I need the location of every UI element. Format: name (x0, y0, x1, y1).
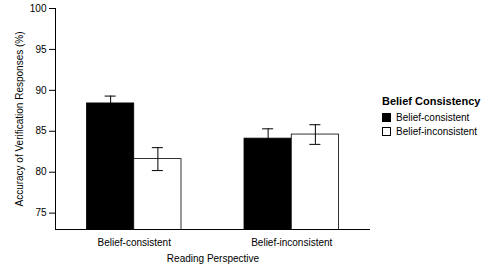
svg-text:75: 75 (35, 207, 47, 218)
html-text:Belief Consistency: Belief Consistency (382, 95, 481, 107)
svg-text:Belief-consistent: Belief-consistent (98, 237, 172, 248)
html-text:Belief-consistent: Belief-consistent (396, 112, 470, 123)
svg-text:Reading Perspective: Reading Perspective (167, 253, 260, 264)
svg-text:Belief-inconsistent: Belief-inconsistent (251, 237, 332, 248)
svg-text:80: 80 (35, 166, 47, 177)
svg-text:Accuracy of Verification Respo: Accuracy of Verification Responses (%) (14, 31, 25, 206)
html-text:Belief-inconsistent: Belief-inconsistent (396, 126, 478, 137)
svg-text:100: 100 (30, 3, 47, 14)
svg-text:90: 90 (35, 85, 47, 96)
svg-text:95: 95 (35, 44, 47, 55)
svg-text:85: 85 (35, 125, 47, 136)
